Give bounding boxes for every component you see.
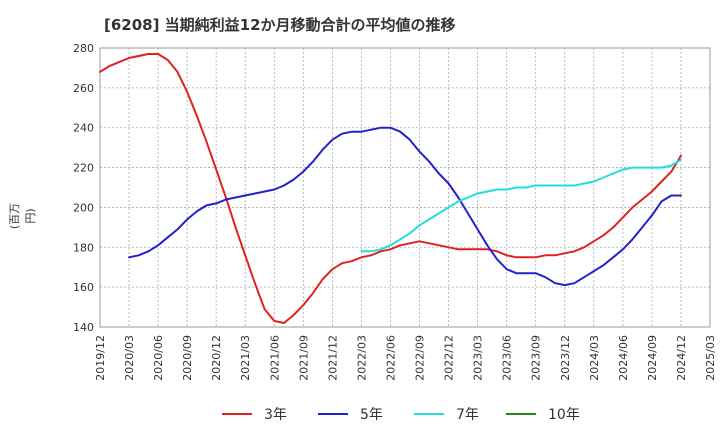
x-tick-label: 2022/06 bbox=[384, 335, 397, 381]
series-line-1 bbox=[99, 53, 682, 324]
x-tick-label: 2019/12 bbox=[94, 335, 107, 381]
x-tick-label: 2020/12 bbox=[210, 335, 223, 381]
x-tick-label: 2020/03 bbox=[123, 335, 136, 381]
x-tick-label: 2024/09 bbox=[646, 335, 659, 381]
x-tick-label: 2024/12 bbox=[675, 335, 688, 381]
x-tick-label: 2020/06 bbox=[152, 335, 165, 381]
y-tick-label: 200 bbox=[73, 201, 94, 214]
x-tick-label: 2025/03 bbox=[704, 335, 717, 381]
legend-label-2: 5年 bbox=[360, 407, 383, 423]
x-tick-label: 2023/06 bbox=[501, 335, 514, 381]
x-tick-label: 2021/09 bbox=[297, 335, 310, 381]
x-tick-label: 2022/09 bbox=[414, 335, 427, 381]
x-tick-label: 2023/03 bbox=[472, 335, 485, 381]
x-tick-label: 2024/03 bbox=[588, 335, 601, 381]
series-line-3 bbox=[360, 158, 682, 253]
legend-label-3: 7年 bbox=[456, 407, 479, 423]
x-tick-label: 2021/03 bbox=[239, 335, 252, 381]
chart-title: [6208] 当期純利益12か月移動合計の平均値の推移 bbox=[104, 16, 456, 34]
x-tick-label: 2022/12 bbox=[443, 335, 456, 381]
y-tick-label: 260 bbox=[73, 82, 94, 95]
x-tick-label: 2021/12 bbox=[326, 335, 339, 381]
series-line-2 bbox=[128, 126, 682, 287]
x-tick-label: 2021/06 bbox=[268, 335, 281, 381]
y-tick-label: 220 bbox=[73, 162, 94, 175]
y-tick-label: 240 bbox=[73, 122, 94, 135]
plot-area bbox=[99, 47, 711, 328]
x-tick-label: 2022/03 bbox=[355, 335, 368, 381]
y-tick-label: 180 bbox=[73, 241, 94, 254]
y-tick-label: 160 bbox=[73, 281, 94, 294]
x-tick-label: 2023/09 bbox=[530, 335, 543, 381]
y-tick-label: 140 bbox=[73, 321, 94, 334]
legend-label-4: 10年 bbox=[548, 407, 580, 423]
x-tick-label: 2024/06 bbox=[617, 335, 630, 381]
y-tick-label: 280 bbox=[73, 42, 94, 55]
x-tick-label: 2020/09 bbox=[181, 335, 194, 381]
x-tick-label: 2023/12 bbox=[559, 335, 572, 381]
legend-label-1: 3年 bbox=[264, 407, 287, 423]
